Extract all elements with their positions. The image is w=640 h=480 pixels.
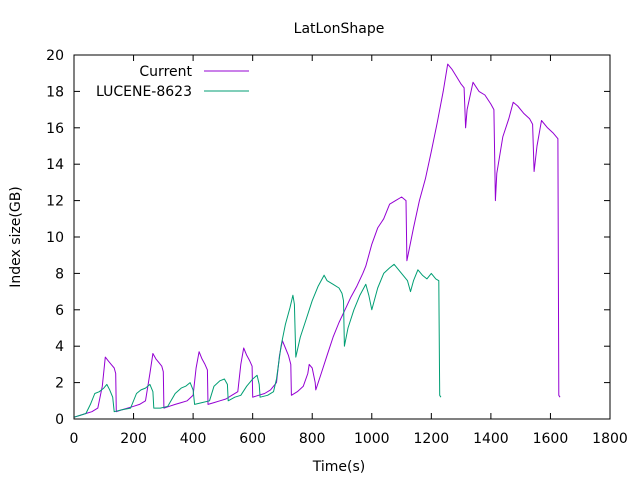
x-tick-label: 0 bbox=[70, 431, 79, 447]
y-tick-label: 6 bbox=[55, 303, 64, 319]
series-line-2 bbox=[73, 263, 442, 418]
series-line-1 bbox=[73, 63, 561, 418]
plot-frame bbox=[73, 54, 611, 420]
y-tick-label: 10 bbox=[46, 230, 64, 246]
axes: 0 200 400 600 800 1000 1200 1400 1600 1800 0 2 4 6 8 10… bbox=[46, 48, 628, 447]
legend: Current LUCENE-8623 bbox=[96, 64, 249, 100]
y-tick-label: 8 bbox=[55, 266, 64, 282]
y-tick-label: 18 bbox=[46, 84, 64, 100]
y-tick-label: 0 bbox=[55, 412, 64, 428]
y-tick-label: 4 bbox=[55, 339, 64, 355]
y-tick-label: 20 bbox=[46, 48, 64, 64]
x-tick-label: 1200 bbox=[414, 431, 450, 447]
x-axis-label: Time(s) bbox=[312, 459, 365, 475]
y-tick-label: 2 bbox=[55, 376, 64, 392]
legend-label-2: LUCENE-8623 bbox=[96, 84, 192, 100]
x-tick-label: 600 bbox=[239, 431, 266, 447]
y-tick-label: 16 bbox=[46, 121, 64, 137]
x-tick-label: 200 bbox=[120, 431, 147, 447]
x-tick-label: 1400 bbox=[473, 431, 509, 447]
x-tick-label: 1800 bbox=[592, 431, 628, 447]
x-tick-label: 800 bbox=[299, 431, 326, 447]
x-tick-label: 1000 bbox=[354, 431, 390, 447]
y-axis-label: Index size(GB) bbox=[8, 186, 24, 288]
series-layer bbox=[73, 63, 561, 418]
x-tick-label: 1600 bbox=[533, 431, 569, 447]
x-tick-label: 400 bbox=[180, 431, 207, 447]
y-tick-label: 12 bbox=[46, 194, 64, 210]
chart-title: LatLonShape bbox=[294, 21, 385, 37]
y-tick-label: 14 bbox=[46, 157, 64, 173]
legend-label-1: Current bbox=[139, 64, 192, 80]
